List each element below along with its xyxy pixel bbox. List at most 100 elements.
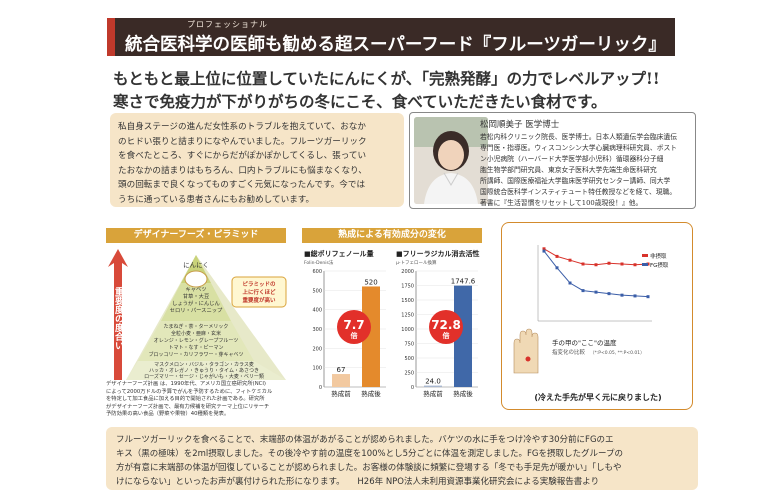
series-point (542, 249, 546, 253)
doctor-profile: 松岡順美子 医学博士 若松内科クリニック院長、医学博士。日本人類遺伝学会臨床遺伝… (409, 112, 696, 209)
y-tick-label: 200 (312, 346, 322, 352)
series-point (581, 262, 585, 266)
testimonial-line: 私自身ステージの進んだ女性系のトラブルを抱えていて、おなか (118, 122, 366, 132)
tier2-text: ブロッコリー・カリフラワー・芽キャベツ (148, 351, 243, 358)
tier2-text: トマト・なす・ピーマン (168, 344, 223, 351)
series-point (594, 290, 598, 294)
doctor-photo (414, 117, 488, 204)
y-tick-label: 300 (312, 327, 322, 333)
tier3-text: マスクメロン・バジル・タラゴン・カラス麦 (154, 361, 254, 368)
bio-line: ン小児病院（ハーバード大学医学部小児科）循環器科分子細 (480, 155, 664, 163)
multiplier-unit: 倍 (443, 331, 450, 340)
legend-swatch (642, 263, 648, 266)
testimonial-box: 私自身ステージの進んだ女性系のトラブルを抱えていて、おなか のヒドい張りと詰まり… (110, 113, 404, 207)
y-tick-label: 1250 (401, 313, 414, 319)
temperature-chart-panel: 非摂取 FG摂取 手の甲の"ここ"の温度 指変化の比較 （*:P<0.05, **:P<… (501, 222, 693, 410)
callout-line: 上に行くほど (242, 288, 276, 296)
pyramid-tier-3 (126, 361, 286, 380)
pyramid-top-label: にんにく (183, 261, 209, 269)
series-point (555, 266, 559, 270)
pyramid-tier-2 (138, 321, 254, 361)
y-tick-label: 500 (404, 356, 414, 362)
testimonial-line: を食べたところ、すぐにからだがぽかぽかしてくるし、張ってい (118, 151, 367, 161)
category-label: 熟成後 (361, 389, 381, 398)
series-point (607, 292, 611, 296)
series-point (581, 289, 585, 293)
tier1-text: しょうが・にんじん (172, 299, 220, 307)
note-line: デザイナーフーズ計画 は、1990年代、アメリカ国立癌研究所(NCI) (106, 381, 266, 387)
y-tick-label: 100 (312, 366, 322, 372)
note-line: を特定して加工食品に加える目的で開始された計画である。研究所 (106, 396, 265, 402)
chart-title: ■フリーラジカル消去活性 (396, 249, 479, 258)
y-tick-label: 500 (312, 288, 322, 294)
note-line: 予防効果の高い食品（野菜や果物）40種類を発表。 (106, 411, 230, 417)
bar-value-label: 520 (364, 278, 377, 286)
series-point (620, 293, 624, 297)
series-point (633, 263, 637, 267)
importance-arrow (108, 249, 128, 380)
bar-value-label: 67 (337, 366, 346, 374)
doctor-name: 松岡順美子 医学博士 (480, 120, 560, 130)
y-tick-label: 400 (312, 308, 322, 314)
effect-title: 熟成による有効成分の変化 (302, 228, 482, 243)
chart-caption: 手の甲の"ここ"の温度 (552, 338, 617, 347)
pyramid-tier-1 (161, 283, 231, 321)
y-tick-label: 0 (319, 385, 322, 391)
y-tick-label: 1500 (401, 298, 414, 304)
bio-line: 著書に『生活習慣をリセットして100歳現役！』他。 (480, 199, 643, 207)
series-point (568, 258, 572, 262)
tier1-text: 甘草・大豆 (183, 292, 210, 300)
chart-ylabel: Folin-Denis法 (304, 259, 334, 266)
pyramid-title: デザイナーフーズ・ピラミッド (106, 228, 286, 243)
series-point (555, 254, 559, 258)
callout-line: 重要度が高い (242, 296, 276, 304)
bio-line: 国際統合医科学インスティテュート特任教授などを経て、現職。 (480, 188, 677, 196)
chart-caption: 指変化の比較 (552, 348, 586, 356)
bio-line: 若松内科クリニック院長、医学博士。日本人類遺伝学会臨床遺伝 (480, 133, 678, 141)
testimonial-line: 頭の回転まで良くなってものすごく元気になったんです。今では (118, 180, 366, 190)
bar-value-label: 1747.6 (451, 278, 476, 286)
tier2-text: 全粒小麦・亜麻・玄米 (171, 330, 221, 337)
bar (332, 374, 350, 387)
series-line (543, 250, 649, 298)
callout-line: ピラミッドの (242, 280, 276, 288)
series-point (646, 295, 650, 299)
bio-line: 専門医・指導医。ウィスコンシン大学心臓病理科研究員、ボスト (480, 144, 678, 152)
y-tick-label: 600 (312, 269, 322, 275)
note-line: がデザイナーフーズ計画で、最有力候補を研究テーマ上位にリサーチ (106, 403, 270, 410)
tier2-text: オレンジ・レモン・グレープフルーツ (154, 337, 239, 344)
pyramid-note: デザイナーフーズ計画 は、1990年代、アメリカ国立癌研究所(NCI) によって… (106, 381, 302, 419)
bottom-line: 方が有意に末端部の体温が回復していることが認められました。お客様の体験談に頻繁に… (116, 463, 622, 473)
effect-section: 熟成による有効成分の変化 ■総ポリフェノール量 Folin-Denis法 0 100 2… (302, 228, 482, 409)
multiplier-badge (337, 310, 371, 344)
multiplier-value: 7.7 (343, 318, 364, 332)
pyramid-section: デザイナーフーズ・ピラミッド 重要度の度合い にんにく キャベツ 甘草・大豆 し… (106, 228, 287, 385)
hand-icon (513, 328, 539, 374)
doctor-bio: 若松内科クリニック院長、医学博士。日本人類遺伝学会臨床遺伝 専門医・指導医。ウィ… (480, 132, 692, 209)
chart-ylabel: μ-トフェロール換算 (396, 259, 437, 266)
multiplier-value: 72.8 (431, 318, 461, 332)
bar-value-label: 24.0 (425, 378, 441, 386)
lead-line-2: 寒さで免疫力が下がりがちの冬にこそ、食べていただきたい食材です。 (113, 92, 607, 111)
category-label: 熟成前 (331, 389, 351, 398)
bottom-explanation: フルーツガーリックを食べることで、末端部の体温があがることが認められました。バケ… (106, 427, 698, 490)
series-point (568, 281, 572, 285)
title-banner: プロフェッショナル 統合医科学の医師も勧める超スーパーフード『フルーツガーリック… (107, 18, 675, 56)
bottom-line: キス（黒の極味）を2ml摂取しました。その後冷やす前の温度を100%とし5分ごと… (116, 449, 623, 459)
testimonial-line: のヒドい張りと詰まりになやんでいました。フルーツガーリック (118, 136, 367, 147)
banner-title: 統合医科学の医師も勧める超スーパーフード『フルーツガーリック』 (125, 35, 666, 55)
bio-line: 胞生物学部門研究員、東京女子医科大学先端生命医科研究 (480, 166, 657, 174)
y-tick-label: 250 (404, 371, 414, 377)
series-point (607, 261, 611, 265)
multiplier-badge (429, 310, 463, 344)
legend-label: FG摂取 (650, 261, 669, 269)
tier2-text: たまねぎ・茶・ターメリック (164, 323, 229, 330)
y-tick-label: 1000 (401, 327, 414, 333)
y-tick-label: 0 (411, 385, 414, 391)
axis-label: 重要度の度合い (113, 286, 124, 350)
testimonial-line: たおなかの詰まりはもちろん、口内トラブルにも悩まなくなり、 (118, 165, 367, 176)
multiplier-unit: 倍 (351, 331, 358, 340)
note-line: によって2000万ドルの予算でがんを予防するために、フィトケミカル (106, 388, 273, 395)
series-line (543, 248, 649, 266)
